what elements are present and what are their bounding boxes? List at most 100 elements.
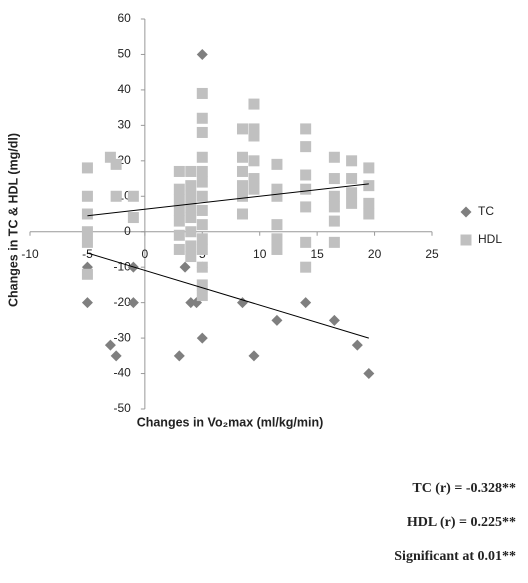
point: [300, 201, 312, 213]
point: [185, 226, 197, 238]
point: [346, 187, 358, 199]
point: [173, 165, 185, 177]
point: [196, 176, 208, 188]
point: [179, 261, 191, 273]
point: [363, 180, 375, 192]
x-tick-label: -10: [21, 247, 39, 261]
point: [173, 215, 185, 227]
point: [248, 183, 260, 195]
annotation: HDL (r) = 0.225**: [407, 515, 516, 530]
y-axis-label: Changes in TC & HDL (mg/dl): [6, 133, 20, 307]
point: [363, 208, 375, 220]
y-tick-label: 50: [117, 47, 131, 61]
y-tick-label: -30: [114, 330, 132, 344]
point: [236, 297, 248, 309]
legend-marker: [460, 234, 472, 246]
point: [173, 183, 185, 195]
point: [196, 48, 208, 60]
annotation: TC (r) = -0.328**: [412, 481, 516, 496]
point: [236, 165, 248, 177]
point: [196, 243, 208, 255]
y-tick-label: 40: [117, 82, 131, 96]
point: [236, 190, 248, 202]
legend-marker: [460, 206, 472, 218]
point: [173, 350, 185, 362]
point: [346, 155, 358, 167]
y-tick-label: 60: [117, 11, 131, 25]
point: [271, 158, 283, 170]
point: [196, 112, 208, 124]
point: [196, 165, 208, 177]
point: [328, 215, 340, 227]
point: [81, 297, 93, 309]
point: [196, 332, 208, 344]
point: [196, 151, 208, 163]
point: [328, 201, 340, 213]
point: [110, 190, 122, 202]
point: [271, 243, 283, 255]
point: [248, 155, 260, 167]
point: [328, 173, 340, 185]
point: [248, 350, 260, 362]
point: [185, 297, 197, 309]
point: [363, 368, 375, 380]
point: [196, 233, 208, 245]
point: [236, 208, 248, 220]
point: [300, 261, 312, 273]
point: [81, 190, 93, 202]
point: [300, 297, 312, 309]
point: [271, 190, 283, 202]
point: [346, 173, 358, 185]
trendline: [87, 252, 369, 339]
point: [346, 197, 358, 209]
point: [81, 208, 93, 220]
point: [328, 151, 340, 163]
point: [127, 297, 139, 309]
point: [328, 236, 340, 248]
point: [248, 98, 260, 110]
point: [300, 236, 312, 248]
x-axis-label: Changes in Vo₂max (ml/kg/min): [137, 415, 324, 429]
x-tick-label: -5: [82, 247, 93, 261]
point: [300, 169, 312, 181]
point: [351, 339, 363, 351]
point: [248, 123, 260, 135]
legend-label: HDL: [478, 232, 502, 246]
point: [300, 123, 312, 135]
point: [271, 219, 283, 231]
y-tick-label: -20: [114, 295, 132, 309]
point: [185, 201, 197, 213]
point: [81, 162, 93, 174]
point: [104, 339, 116, 351]
point: [185, 165, 197, 177]
point: [271, 314, 283, 326]
y-tick-label: 30: [117, 118, 131, 132]
point: [196, 126, 208, 138]
point: [248, 130, 260, 142]
x-tick-label: 25: [425, 247, 439, 261]
point: [173, 229, 185, 241]
point: [271, 183, 283, 195]
point: [185, 251, 197, 263]
point: [127, 212, 139, 224]
y-tick-label: -50: [114, 401, 132, 415]
point: [110, 350, 122, 362]
point: [173, 204, 185, 216]
y-tick-label: -10: [114, 259, 132, 273]
point: [196, 204, 208, 216]
point: [127, 190, 139, 202]
x-tick-label: 10: [253, 247, 267, 261]
point: [185, 180, 197, 192]
point: [185, 212, 197, 224]
point: [173, 194, 185, 206]
point: [363, 197, 375, 209]
point: [185, 240, 197, 252]
point: [104, 151, 116, 163]
point: [196, 261, 208, 273]
point: [328, 190, 340, 202]
point: [110, 158, 122, 170]
point: [196, 190, 208, 202]
point: [81, 226, 93, 238]
y-tick-label: -40: [114, 366, 132, 380]
